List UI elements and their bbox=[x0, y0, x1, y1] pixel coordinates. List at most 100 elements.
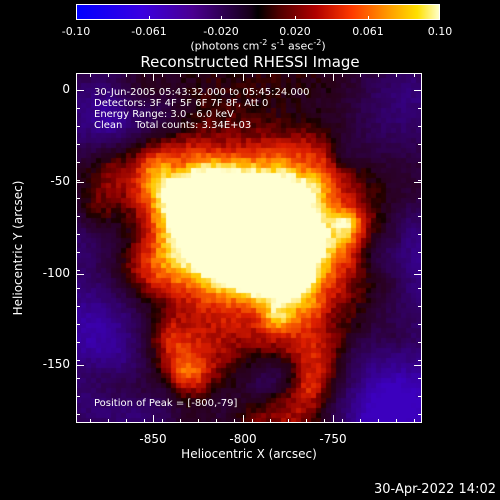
tick-mark bbox=[418, 144, 422, 145]
plot-title: Reconstructed RHESSI Image bbox=[140, 53, 360, 71]
tick-mark bbox=[378, 419, 379, 423]
colorbar-tick-label: -0.020 bbox=[203, 25, 239, 38]
tick-mark bbox=[76, 16, 77, 20]
tick-mark bbox=[396, 73, 397, 77]
tick-mark bbox=[76, 365, 84, 366]
colorbar-tick-label: -0.10 bbox=[61, 25, 91, 38]
tick-mark bbox=[76, 288, 80, 289]
tick-mark bbox=[234, 419, 235, 423]
rhessi-image bbox=[76, 73, 422, 423]
colorbar bbox=[76, 4, 440, 20]
tick-mark bbox=[76, 182, 84, 183]
tick-mark bbox=[418, 288, 422, 289]
tick-mark bbox=[418, 162, 422, 163]
tick-mark bbox=[76, 90, 84, 91]
y-axis-label: Heliocentric Y (arcsec) bbox=[11, 180, 25, 316]
x-axis-label: Heliocentric X (arcsec) bbox=[181, 447, 317, 461]
tick-mark bbox=[76, 306, 80, 307]
tick-mark bbox=[418, 270, 422, 271]
time-range-text: 30-Jun-2005 05:43:32.000 to 05:45:24.000 bbox=[94, 87, 310, 98]
tick-mark bbox=[144, 419, 145, 423]
tick-mark bbox=[288, 73, 289, 77]
tick-mark bbox=[360, 419, 361, 423]
tick-mark bbox=[108, 73, 109, 77]
tick-mark bbox=[76, 378, 80, 379]
tick-mark bbox=[414, 182, 422, 183]
tick-mark bbox=[76, 414, 80, 415]
tick-mark bbox=[418, 216, 422, 217]
tick-mark bbox=[76, 234, 80, 235]
y-tick-label: -50 bbox=[50, 174, 70, 188]
tick-mark bbox=[144, 73, 145, 77]
tick-mark bbox=[414, 274, 422, 275]
tick-mark bbox=[306, 419, 307, 423]
tick-mark bbox=[90, 419, 91, 423]
tick-mark bbox=[216, 73, 217, 77]
tick-mark bbox=[162, 419, 163, 423]
y-tick-label: -100 bbox=[42, 266, 70, 280]
tick-mark bbox=[342, 419, 343, 423]
tick-mark bbox=[418, 396, 422, 397]
tick-mark bbox=[270, 419, 271, 423]
tick-mark bbox=[270, 73, 271, 77]
tick-mark bbox=[76, 126, 80, 127]
tick-mark bbox=[108, 419, 109, 423]
tick-mark bbox=[414, 419, 415, 423]
tick-mark bbox=[76, 274, 84, 275]
tick-mark bbox=[288, 419, 289, 423]
tick-mark bbox=[360, 73, 361, 77]
tick-mark bbox=[418, 234, 422, 235]
tick-mark bbox=[76, 198, 80, 199]
tick-mark bbox=[418, 180, 422, 181]
tick-mark bbox=[221, 16, 222, 20]
tick-mark bbox=[368, 16, 369, 20]
y-tick-label: -150 bbox=[42, 357, 70, 371]
tick-mark bbox=[76, 396, 80, 397]
tick-mark bbox=[149, 16, 150, 20]
tick-mark bbox=[414, 365, 422, 366]
tick-mark bbox=[76, 342, 80, 343]
tick-mark bbox=[418, 414, 422, 415]
tick-mark bbox=[342, 73, 343, 77]
tick-mark bbox=[418, 198, 422, 199]
tick-mark bbox=[198, 419, 199, 423]
tick-mark bbox=[418, 378, 422, 379]
tick-mark bbox=[414, 73, 415, 77]
tick-mark bbox=[414, 90, 422, 91]
timestamp: 30-Apr-2022 14:02 bbox=[374, 482, 496, 497]
tick-mark bbox=[76, 270, 80, 271]
colorbar-unit-label: (photons cm-2 s-1 asec-2) bbox=[190, 38, 326, 53]
colorbar-tick-label: 0.061 bbox=[352, 25, 384, 38]
clean-counts-text: Clean Total counts: 3.34E+03 bbox=[94, 120, 252, 131]
tick-mark bbox=[306, 73, 307, 77]
tick-mark bbox=[76, 162, 80, 163]
tick-mark bbox=[76, 180, 80, 181]
tick-mark bbox=[396, 419, 397, 423]
tick-mark bbox=[76, 144, 80, 145]
energy-range-text: Energy Range: 3.0 - 6.0 keV bbox=[94, 109, 234, 120]
tick-mark bbox=[418, 324, 422, 325]
tick-mark bbox=[333, 415, 334, 423]
tick-mark bbox=[234, 73, 235, 77]
peak-position-text: Position of Peak = [-800,-79] bbox=[94, 398, 238, 409]
tick-mark bbox=[76, 324, 80, 325]
plot-frame bbox=[76, 73, 422, 423]
tick-mark bbox=[418, 342, 422, 343]
tick-mark bbox=[418, 360, 422, 361]
tick-mark bbox=[418, 126, 422, 127]
tick-mark bbox=[76, 360, 80, 361]
tick-mark bbox=[418, 108, 422, 109]
tick-mark bbox=[153, 415, 154, 423]
colorbar-tick-label: 0.020 bbox=[279, 25, 311, 38]
x-tick-label: -850 bbox=[139, 432, 167, 446]
tick-mark bbox=[333, 73, 334, 81]
tick-mark bbox=[243, 73, 244, 81]
tick-mark bbox=[418, 252, 422, 253]
tick-mark bbox=[243, 415, 244, 423]
tick-mark bbox=[252, 73, 253, 77]
x-tick-label: -800 bbox=[229, 432, 257, 446]
tick-mark bbox=[252, 419, 253, 423]
tick-mark bbox=[324, 73, 325, 77]
tick-mark bbox=[378, 73, 379, 77]
tick-mark bbox=[76, 216, 80, 217]
